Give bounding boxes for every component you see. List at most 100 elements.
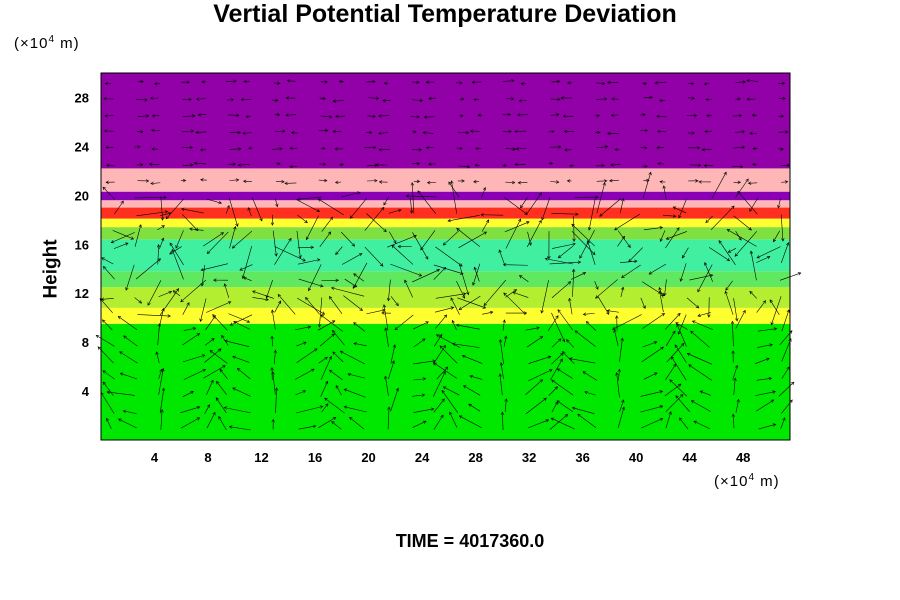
wind-vector-head <box>555 113 560 117</box>
wind-vector <box>317 320 336 331</box>
wind-vector <box>756 256 770 263</box>
wind-vector <box>780 417 785 430</box>
wind-vector <box>483 279 507 306</box>
wind-vector <box>704 262 713 282</box>
wind-vector <box>206 412 216 429</box>
wind-vector <box>733 378 736 395</box>
wind-vector-head <box>450 306 455 310</box>
wind-vector-head <box>731 205 735 210</box>
wind-vector <box>158 291 172 298</box>
y-tick-label: 24 <box>75 139 90 154</box>
wind-vector-head <box>171 248 175 253</box>
wind-vector-head <box>634 259 638 263</box>
wind-vector-head <box>620 286 625 291</box>
wind-vector-head <box>519 275 523 279</box>
wind-vector <box>224 340 250 347</box>
wind-vector <box>749 291 758 299</box>
wind-vector <box>433 334 443 347</box>
wind-vector-head <box>658 287 662 291</box>
wind-vector <box>499 339 504 365</box>
wind-vector <box>203 232 224 247</box>
wind-vector-head <box>615 372 619 376</box>
wind-vector-head <box>332 351 336 355</box>
wind-vector-head <box>119 372 124 376</box>
wind-vector-head <box>383 228 387 233</box>
wind-vector-head <box>285 96 290 100</box>
wind-vector-head <box>628 258 632 263</box>
wind-vector <box>756 300 766 313</box>
wind-vector <box>134 224 142 247</box>
wind-vector <box>551 312 565 342</box>
wind-vector <box>225 205 230 214</box>
wind-vector-head <box>194 227 199 232</box>
wind-vector-head <box>416 161 421 166</box>
wind-vector <box>297 214 308 224</box>
wind-vector <box>528 369 553 382</box>
wind-vector <box>566 339 575 348</box>
wind-vector <box>125 264 135 291</box>
wind-vector-head <box>324 80 328 84</box>
wind-vector-head <box>186 302 190 306</box>
wind-vector <box>274 238 292 265</box>
wind-vector-head <box>199 148 204 152</box>
wind-vector-head <box>766 255 771 260</box>
wind-vector <box>697 312 711 317</box>
wind-vector-head <box>196 406 201 410</box>
wind-vector-head <box>398 208 402 213</box>
wind-vector <box>435 293 466 299</box>
wind-vector <box>687 97 695 99</box>
wind-vector-head <box>610 113 615 117</box>
wind-vector-head <box>195 97 200 101</box>
wind-vector-head <box>391 360 395 364</box>
wind-vector <box>340 350 366 365</box>
wind-vector-head <box>458 306 463 311</box>
wind-vector <box>572 269 575 297</box>
wind-vector <box>469 375 483 380</box>
wind-vector-head <box>772 390 776 394</box>
wind-vector-head <box>189 145 194 150</box>
wind-vector <box>665 227 680 249</box>
wind-vector <box>675 395 690 412</box>
wind-vector <box>321 216 333 232</box>
wind-vector <box>230 314 253 326</box>
wind-vector-head <box>328 355 332 360</box>
wind-vector <box>366 164 378 167</box>
wind-vector <box>773 230 780 242</box>
wind-vector-head <box>723 171 727 176</box>
wind-vector <box>390 263 422 277</box>
wind-vector <box>99 298 113 314</box>
wind-vector-head <box>659 226 664 230</box>
wind-vector-head <box>691 96 696 100</box>
wind-vector-head <box>332 99 337 103</box>
wind-vector <box>757 328 777 332</box>
wind-vector <box>665 330 676 347</box>
wind-vector <box>671 356 687 381</box>
wind-vector <box>296 406 323 414</box>
wind-vector-head <box>439 333 443 338</box>
wind-vector-head <box>317 198 322 202</box>
wind-vector <box>352 262 368 289</box>
wind-vector <box>525 327 540 331</box>
wind-vector-head <box>768 376 773 381</box>
wind-vector-head <box>677 312 681 317</box>
wind-vector <box>641 418 663 429</box>
wind-vector-head <box>502 319 506 323</box>
wind-vector <box>340 231 355 247</box>
wind-vector <box>324 397 345 414</box>
wind-vector <box>335 246 343 255</box>
wind-vector-head <box>644 146 648 150</box>
wind-vector-head <box>566 179 571 183</box>
wind-vector <box>781 181 788 183</box>
wind-vector-head <box>516 113 521 117</box>
wind-vector-head <box>147 302 151 306</box>
y-tick-label: 4 <box>82 384 90 399</box>
wind-vector <box>781 309 790 332</box>
wind-vector <box>391 245 414 265</box>
wind-vector-head <box>302 258 306 262</box>
wind-vector-head <box>442 242 447 246</box>
wind-vector-head <box>120 200 124 205</box>
wind-vector-head <box>456 227 460 231</box>
wind-vector <box>619 399 624 412</box>
wind-vector <box>200 179 207 181</box>
wind-vector-head <box>161 387 166 392</box>
